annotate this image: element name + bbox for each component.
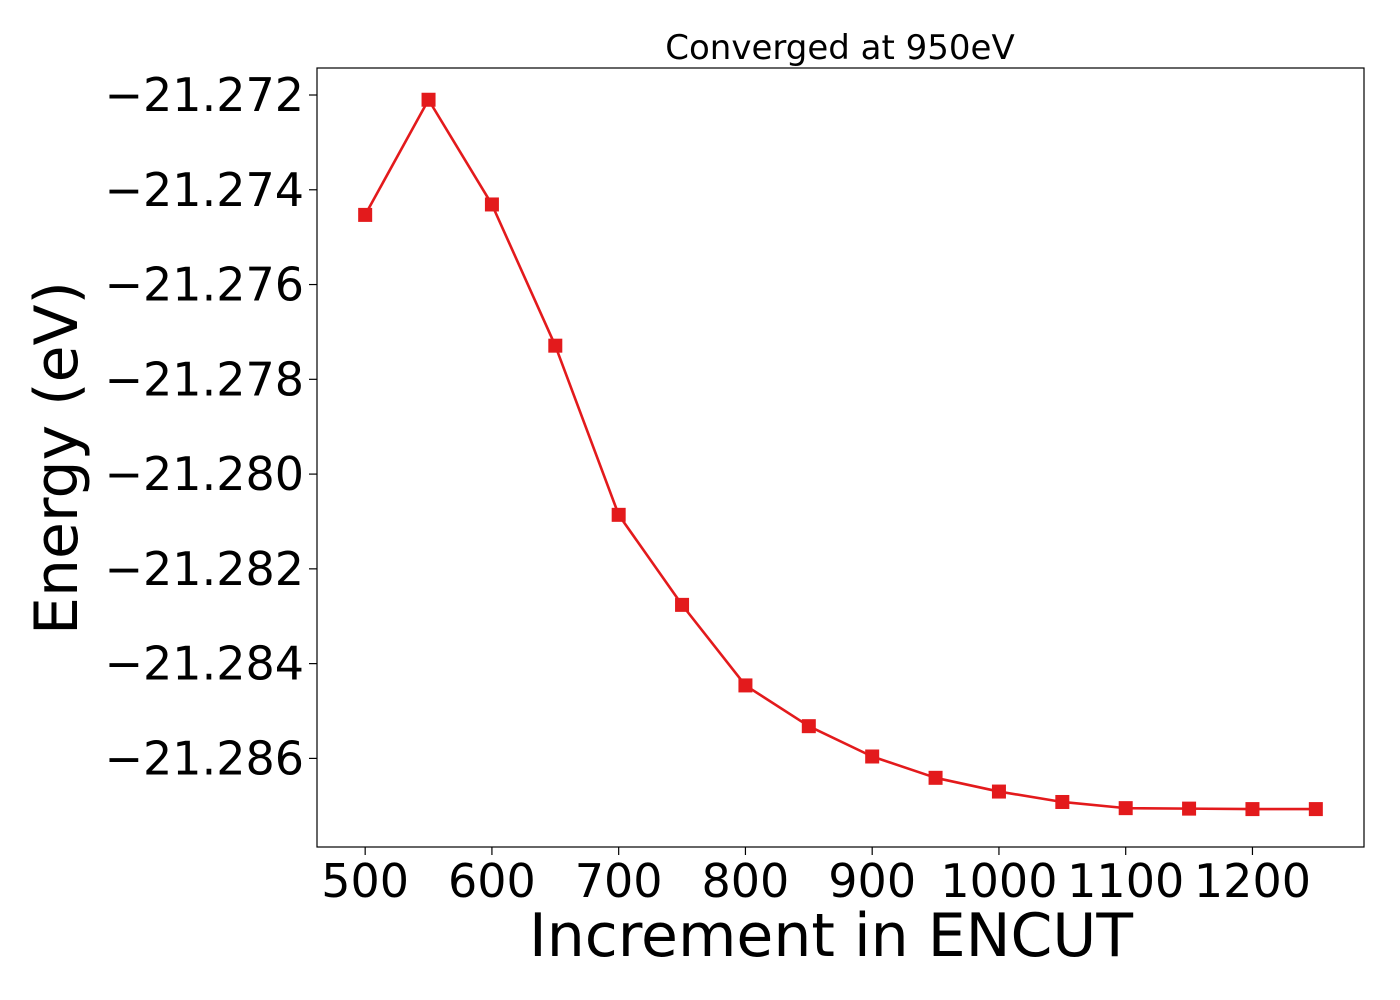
data-point-marker <box>484 197 499 212</box>
data-point-marker <box>865 749 880 764</box>
series-layer <box>358 92 1323 817</box>
y-tick-label: −21.286 <box>105 731 305 785</box>
data-point-marker <box>1308 802 1323 817</box>
y-tick-label: −21.274 <box>105 163 305 217</box>
x-tick-label: 700 <box>575 854 663 908</box>
x-tick-label: 800 <box>702 854 790 908</box>
data-point-marker <box>1118 801 1133 816</box>
y-tick-label: −21.278 <box>105 352 305 406</box>
data-point-marker <box>611 507 626 522</box>
y-tick-label: −21.282 <box>105 542 305 596</box>
x-axis-label: Increment in ENCUT <box>529 901 1133 971</box>
x-tick-label: 1200 <box>1194 854 1311 908</box>
x-tick-label: 1000 <box>940 854 1057 908</box>
y-axis-label: Energy (eV) <box>22 281 92 635</box>
data-point-marker <box>1245 802 1260 817</box>
data-point-marker <box>928 770 943 785</box>
data-point-marker <box>1182 801 1197 816</box>
y-tick-label: −21.284 <box>105 637 305 691</box>
data-point-marker <box>801 719 816 734</box>
x-tick-label: 500 <box>321 854 409 908</box>
data-point-marker <box>991 784 1006 799</box>
y-tick-label: −21.276 <box>105 258 305 312</box>
x-axis: 500 600 700 800 900 1000 1100 1200 <box>321 847 1311 908</box>
data-point-marker <box>421 92 436 107</box>
x-tick-label: 1100 <box>1067 854 1184 908</box>
data-point-marker <box>675 597 690 612</box>
y-axis: −21.272 −21.274 −21.276 −21.278 −21.280 −21.2… <box>105 68 317 785</box>
x-tick-label: 900 <box>828 854 916 908</box>
series-line <box>364 98 1316 811</box>
data-point-marker <box>738 678 753 693</box>
data-point-marker <box>358 207 373 222</box>
x-tick-label: 600 <box>448 854 536 908</box>
data-point-marker <box>548 338 563 353</box>
plot-frame <box>316 67 1365 848</box>
data-point-marker <box>1055 794 1070 809</box>
chart-title: Converged at 950eV <box>665 28 1014 68</box>
y-tick-label: −21.280 <box>105 447 305 501</box>
y-tick-label: −21.272 <box>105 68 305 122</box>
